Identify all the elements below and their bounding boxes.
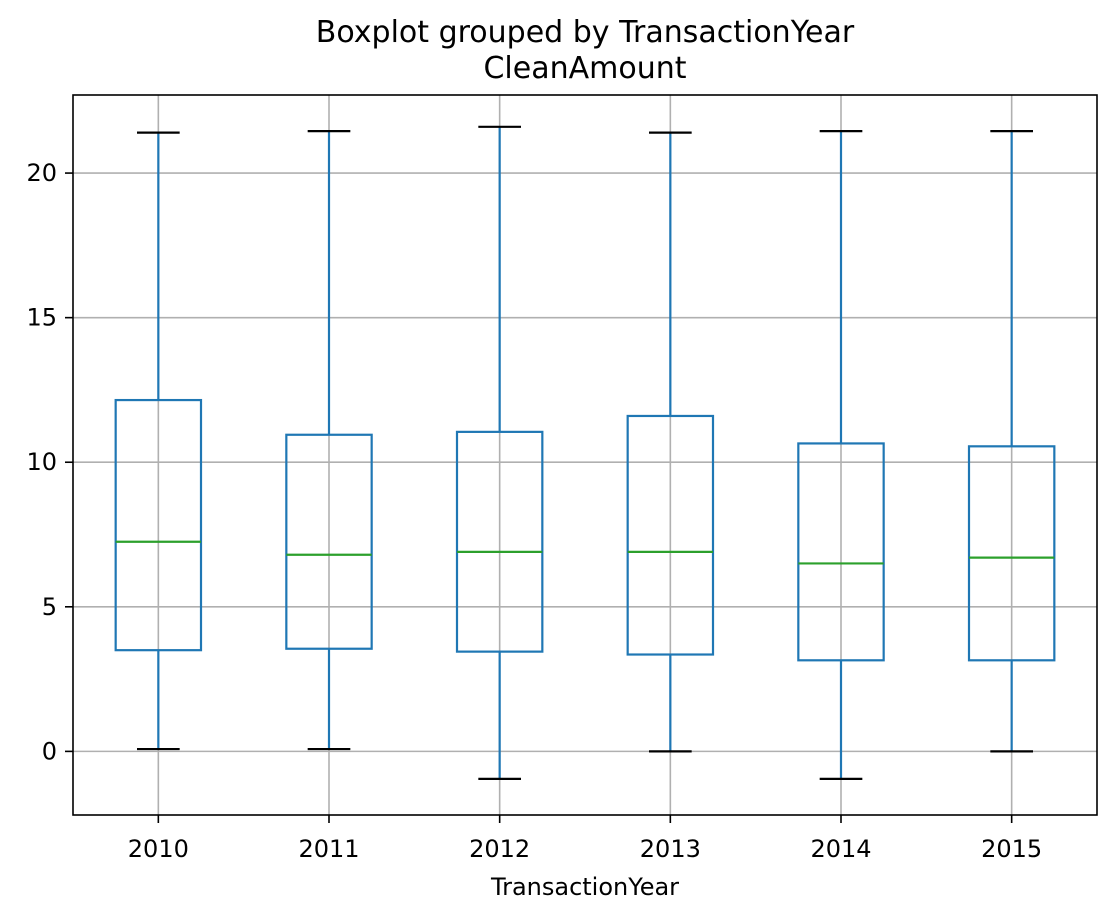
box-2014 — [797, 130, 885, 780]
y-axis: 0 5 10 15 20 — [26, 159, 73, 765]
box-2011 — [285, 130, 373, 751]
x-axis: 2010 2011 2012 2013 2014 2015 — [128, 815, 1042, 863]
iqr-box — [797, 442, 885, 662]
boxes — [114, 125, 1056, 780]
chart-title: Boxplot grouped by TransactionYear — [316, 15, 855, 50]
iqr-box — [285, 433, 373, 650]
x-axis-label: TransactionYear — [490, 873, 679, 901]
y-tick-label: 10 — [26, 448, 57, 476]
iqr-box — [455, 430, 544, 653]
x-tick-label: 2011 — [298, 835, 359, 863]
iqr-box — [626, 414, 715, 656]
plot-frame — [72, 94, 1098, 816]
box-2012 — [455, 125, 544, 780]
iqr-box — [967, 445, 1056, 662]
x-tick-label: 2013 — [640, 835, 701, 863]
x-tick-label: 2014 — [810, 835, 871, 863]
chart-subtitle: CleanAmount — [483, 51, 686, 86]
box-2013 — [626, 131, 715, 753]
y-tick-label: 20 — [26, 159, 57, 187]
x-tick-label: 2010 — [128, 835, 189, 863]
iqr-box — [114, 398, 203, 652]
box-2010 — [114, 131, 203, 751]
y-tick-label: 5 — [42, 593, 57, 621]
y-tick-label: 0 — [42, 737, 57, 765]
x-tick-label: 2015 — [981, 835, 1042, 863]
box-2015 — [967, 130, 1056, 753]
x-tick-label: 2012 — [469, 835, 530, 863]
gridlines — [73, 95, 1097, 815]
y-tick-label: 15 — [26, 304, 57, 332]
